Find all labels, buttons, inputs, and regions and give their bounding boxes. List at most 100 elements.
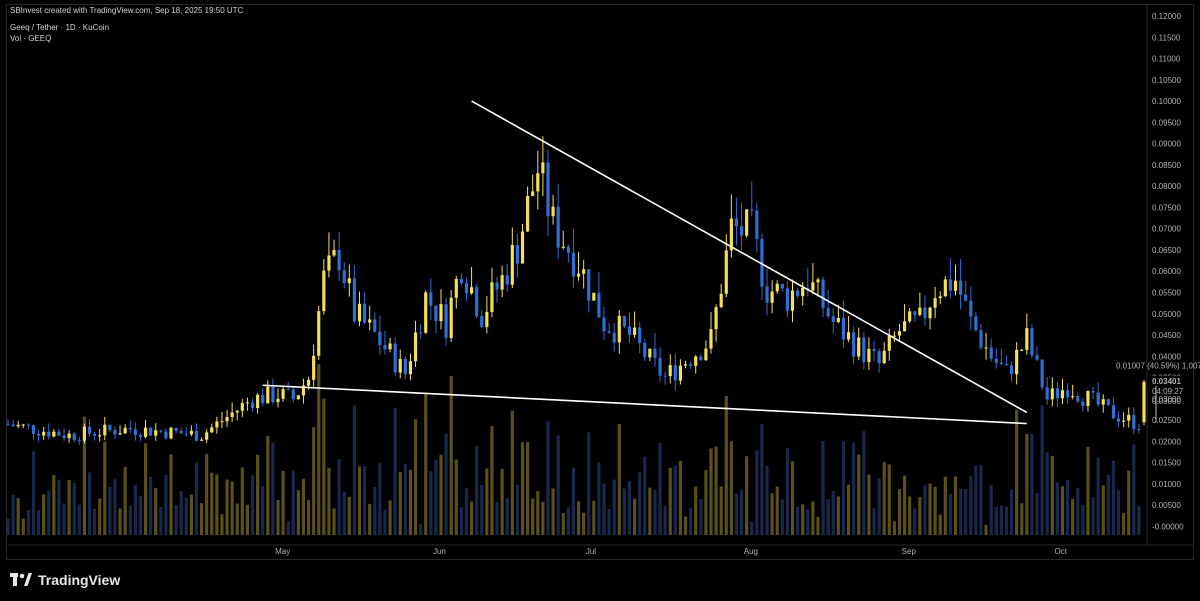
volume-bar (475, 445, 479, 535)
candle-body (373, 319, 377, 332)
volume-bar (566, 507, 570, 535)
candle-body (831, 316, 835, 322)
y-tick-label: -0.00000 (1152, 522, 1184, 531)
candle-body (469, 287, 474, 294)
candle-body (184, 433, 188, 435)
volume-bar (790, 461, 795, 535)
tradingview-watermark[interactable]: TradingView (10, 572, 120, 588)
volume-bar (1040, 405, 1044, 535)
volume-bar (256, 454, 260, 535)
y-tick-label: 0.00500 (1152, 501, 1181, 510)
candle-body (897, 331, 902, 336)
volume-bar (245, 504, 250, 535)
candle-body (943, 279, 947, 297)
candle-body (1106, 399, 1110, 406)
volume-bar (240, 467, 244, 535)
candle-body (561, 246, 565, 248)
volume-bar (490, 426, 494, 535)
volume-bar (536, 491, 540, 535)
candle-body (902, 321, 907, 332)
candle-body (592, 292, 596, 301)
candle-body (388, 343, 392, 350)
volume-bar (714, 446, 718, 535)
volume-bar (189, 494, 193, 535)
volume-bar (434, 460, 438, 535)
volume-bar (1066, 479, 1070, 535)
volume-bar (1111, 460, 1116, 535)
volume-bar (169, 454, 173, 535)
candle-body (1045, 387, 1049, 400)
candle-body (989, 347, 993, 359)
volume-bar (801, 504, 805, 535)
volume-bar (796, 506, 800, 535)
volume-bar (959, 488, 963, 535)
candle-body (475, 287, 479, 317)
volume-bar (638, 471, 642, 535)
volume-bar (892, 521, 896, 535)
candle-body (87, 426, 92, 434)
volume-bar (413, 419, 418, 535)
volume-bar (118, 508, 122, 535)
candle-body (317, 311, 321, 356)
volume-bar (408, 469, 413, 535)
volume-bar (617, 423, 621, 535)
candle-body (872, 348, 876, 352)
volume-bar (500, 468, 504, 535)
volume-bar (16, 498, 20, 535)
volume-bar (220, 514, 224, 535)
candle-body (1015, 349, 1019, 375)
candle-body (571, 252, 576, 277)
candle-body (724, 250, 728, 294)
candle-body (607, 331, 611, 333)
candle-body (271, 386, 275, 403)
candle-body (368, 319, 372, 323)
volume-bar (897, 489, 902, 535)
candle-body (933, 298, 937, 308)
candle-body (780, 283, 784, 289)
candle-body (408, 361, 413, 375)
candle-body (485, 311, 489, 327)
volume-bar (1096, 458, 1100, 535)
volume-bar (648, 487, 652, 535)
candle-body (6, 424, 10, 426)
volume-bar (286, 520, 290, 535)
candle-body (643, 342, 647, 358)
volume-bar (93, 508, 97, 535)
volume-bar (11, 494, 15, 535)
candle-body (306, 379, 311, 386)
candle-body (291, 389, 295, 400)
candle-body (500, 275, 504, 290)
volume-bar (928, 483, 932, 535)
candle-body (953, 280, 958, 291)
candle-body (796, 290, 800, 297)
y-tick-label: 0.11000 (1152, 55, 1181, 64)
volume-bar (520, 442, 525, 535)
volume-bar (739, 489, 744, 535)
candle-body (1091, 390, 1095, 393)
candle-body (42, 431, 46, 436)
volume-bar (454, 459, 458, 535)
volume-bar (683, 516, 688, 535)
volume-bar (261, 486, 265, 535)
candle-body (546, 162, 550, 217)
candle-body (1101, 399, 1105, 405)
volume-bar (368, 503, 372, 535)
volume-bar (750, 521, 754, 535)
candle-body (480, 316, 484, 327)
volume-bar (607, 508, 611, 535)
candle-body (984, 347, 988, 349)
candle-body (403, 358, 407, 375)
volume-bar (352, 405, 356, 535)
volume-bar (398, 471, 402, 535)
volume-bar (556, 435, 560, 535)
y-tick-label: 0.09000 (1152, 140, 1181, 149)
candle-body (673, 365, 677, 381)
candle-body (194, 430, 199, 441)
volume-bar (755, 450, 759, 535)
candle-body (602, 317, 606, 332)
y-tick-label: 0.10500 (1152, 76, 1181, 85)
volume-bar (82, 416, 86, 535)
chart-frame (6, 4, 1194, 560)
volume-bar (464, 488, 469, 535)
